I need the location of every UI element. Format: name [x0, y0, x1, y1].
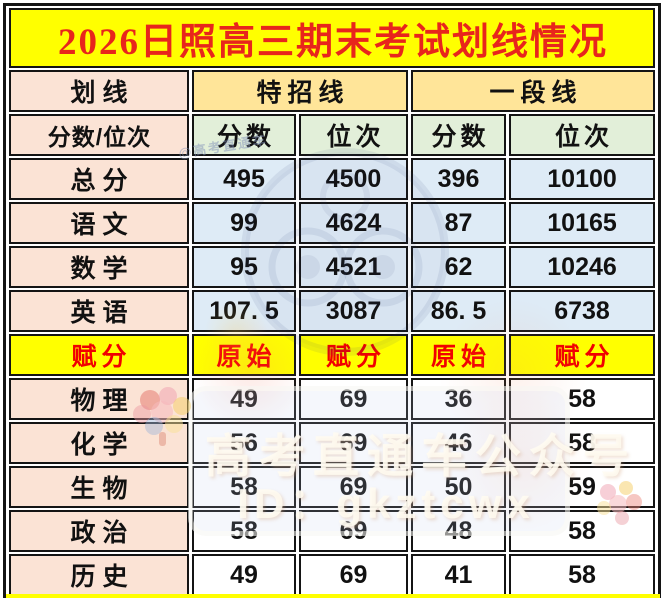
table-row-chemistry: 化学 56 69 46 58 — [9, 422, 656, 464]
rank-value: 4521 — [299, 246, 408, 288]
subject-label: 政治 — [9, 510, 189, 552]
subheader-rank: 位次 — [299, 114, 408, 156]
subject-label: 数学 — [9, 246, 189, 288]
fufen-label: 赋分 — [9, 334, 189, 376]
assigned-value: 69 — [299, 510, 408, 552]
group-header-row: 划线 特招线 一段线 — [9, 70, 656, 112]
raw-value: 56 — [192, 422, 296, 464]
rank-value: 4500 — [299, 158, 408, 200]
raw-value: 49 — [192, 554, 296, 596]
subheader-score: 分数 — [411, 114, 506, 156]
table-row-total: 总分 495 4500 396 10100 — [9, 158, 656, 200]
rank-value: 6738 — [509, 290, 656, 332]
score-value: 62 — [411, 246, 506, 288]
raw-value: 48 — [411, 510, 506, 552]
score-value: 95 — [192, 246, 296, 288]
group-header-first-segment-line: 一段线 — [411, 70, 656, 112]
raw-value: 58 — [192, 466, 296, 508]
rank-value: 4624 — [299, 202, 408, 244]
raw-value: 41 — [411, 554, 506, 596]
score-value: 396 — [411, 158, 506, 200]
raw-value: 46 — [411, 422, 506, 464]
subject-label: 英语 — [9, 290, 189, 332]
table-row-politics: 政治 58 69 48 58 — [9, 510, 656, 552]
fufen-col-assigned: 赋分 — [509, 334, 656, 376]
rank-value: 10246 — [509, 246, 656, 288]
subject-label: 语文 — [9, 202, 189, 244]
table-row-math: 数学 95 4521 62 10246 — [9, 246, 656, 288]
page-title: 2026日照高三期末考试划线情况 — [9, 8, 656, 68]
assigned-value: 58 — [509, 510, 656, 552]
rank-value: 10100 — [509, 158, 656, 200]
assigned-value: 59 — [509, 466, 656, 508]
fufen-col-raw: 原始 — [192, 334, 296, 376]
assigned-value: 69 — [299, 378, 408, 420]
subject-label: 总分 — [9, 158, 189, 200]
assigned-value: 58 — [509, 422, 656, 464]
assigned-value: 58 — [509, 554, 656, 596]
table-row-english: 英语 107. 5 3087 86. 5 6738 — [9, 290, 656, 332]
group-header-special-line: 特招线 — [192, 70, 408, 112]
rank-value: 3087 — [299, 290, 408, 332]
assigned-value: 69 — [299, 422, 408, 464]
subheader-rank: 位次 — [509, 114, 656, 156]
score-value: 495 — [192, 158, 296, 200]
raw-value: 58 — [192, 510, 296, 552]
corner-label: 划线 — [9, 70, 189, 112]
table-row-chinese: 语文 99 4624 87 10165 — [9, 202, 656, 244]
score-value: 87 — [411, 202, 506, 244]
exam-table: 2026日照高三期末考试划线情况 划线 特招线 一段线 分数/位次 分数 位次 … — [3, 3, 662, 598]
subject-label: 历史 — [9, 554, 189, 596]
rank-value: 10165 — [509, 202, 656, 244]
fufen-header-row: 赋分 原始 赋分 原始 赋分 — [9, 334, 656, 376]
table-row-history: 历史 49 69 41 58 — [9, 554, 656, 596]
subject-label: 生物 — [9, 466, 189, 508]
raw-value: 36 — [411, 378, 506, 420]
fufen-col-assigned: 赋分 — [299, 334, 408, 376]
subject-label: 化学 — [9, 422, 189, 464]
raw-value: 49 — [192, 378, 296, 420]
subheader-row: 分数/位次 分数 位次 分数 位次 — [9, 114, 656, 156]
cutoff-next-row-strip — [6, 594, 660, 598]
score-value: 99 — [192, 202, 296, 244]
score-value: 86. 5 — [411, 290, 506, 332]
raw-value: 50 — [411, 466, 506, 508]
assigned-value: 69 — [299, 554, 408, 596]
title-row: 2026日照高三期末考试划线情况 — [9, 8, 656, 68]
subject-label: 物理 — [9, 378, 189, 420]
assigned-value: 69 — [299, 466, 408, 508]
subheader-score-rank: 分数/位次 — [9, 114, 189, 156]
assigned-value: 58 — [509, 378, 656, 420]
fufen-col-raw: 原始 — [411, 334, 506, 376]
table-row-physics: 物理 49 69 36 58 — [9, 378, 656, 420]
score-value: 107. 5 — [192, 290, 296, 332]
table-row-biology: 生物 58 69 50 59 — [9, 466, 656, 508]
subheader-score: 分数 — [192, 114, 296, 156]
